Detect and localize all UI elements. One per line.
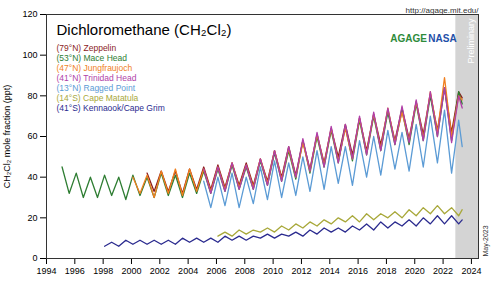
svg-text:2024: 2024: [461, 266, 481, 276]
svg-text:2008: 2008: [235, 266, 255, 276]
svg-text:(14°S) Cape Matatula: (14°S) Cape Matatula: [57, 93, 139, 103]
svg-text:Preliminary: Preliminary: [466, 18, 476, 64]
svg-text:(13°N) Ragged Point: (13°N) Ragged Point: [57, 83, 136, 93]
svg-text:2004: 2004: [178, 266, 198, 276]
svg-text:(47°N) Jungfraujoch: (47°N) Jungfraujoch: [57, 63, 133, 73]
svg-text:Dichloromethane (CH₂Cl₂): Dichloromethane (CH₂Cl₂): [57, 21, 232, 38]
svg-text:(41°S) Kennaook/Cape Grim: (41°S) Kennaook/Cape Grim: [57, 103, 165, 113]
svg-text:100: 100: [22, 50, 37, 60]
svg-text:http://agage.mit.edu/: http://agage.mit.edu/: [406, 6, 480, 15]
svg-text:AGAGE: AGAGE: [390, 33, 427, 44]
svg-text:(53°N) Mace Head: (53°N) Mace Head: [57, 53, 128, 63]
svg-text:NASA: NASA: [428, 33, 456, 44]
svg-text:2012: 2012: [291, 266, 311, 276]
svg-text:40: 40: [27, 172, 37, 182]
svg-text:2006: 2006: [206, 266, 226, 276]
svg-text:2018: 2018: [376, 266, 396, 276]
svg-text:(79°N) Zeppelin: (79°N) Zeppelin: [57, 43, 117, 53]
svg-text:CH₂Cl₂ mole fraction (ppt): CH₂Cl₂ mole fraction (ppt): [2, 85, 12, 189]
svg-text:0: 0: [32, 253, 37, 263]
svg-text:1998: 1998: [93, 266, 113, 276]
svg-text:60: 60: [27, 131, 37, 141]
svg-text:2020: 2020: [405, 266, 425, 276]
svg-text:1994: 1994: [36, 266, 56, 276]
svg-text:2014: 2014: [320, 266, 340, 276]
svg-text:120: 120: [22, 9, 37, 19]
svg-text:1996: 1996: [65, 266, 85, 276]
svg-text:80: 80: [27, 91, 37, 101]
svg-text:2000: 2000: [121, 266, 141, 276]
svg-text:2002: 2002: [150, 266, 170, 276]
svg-text:20: 20: [27, 213, 37, 223]
svg-text:(41°N) Trinidad Head: (41°N) Trinidad Head: [57, 73, 137, 83]
svg-text:2010: 2010: [263, 266, 283, 276]
svg-text:May-2023: May-2023: [482, 225, 490, 256]
svg-text:2016: 2016: [348, 266, 368, 276]
svg-text:2022: 2022: [433, 266, 453, 276]
